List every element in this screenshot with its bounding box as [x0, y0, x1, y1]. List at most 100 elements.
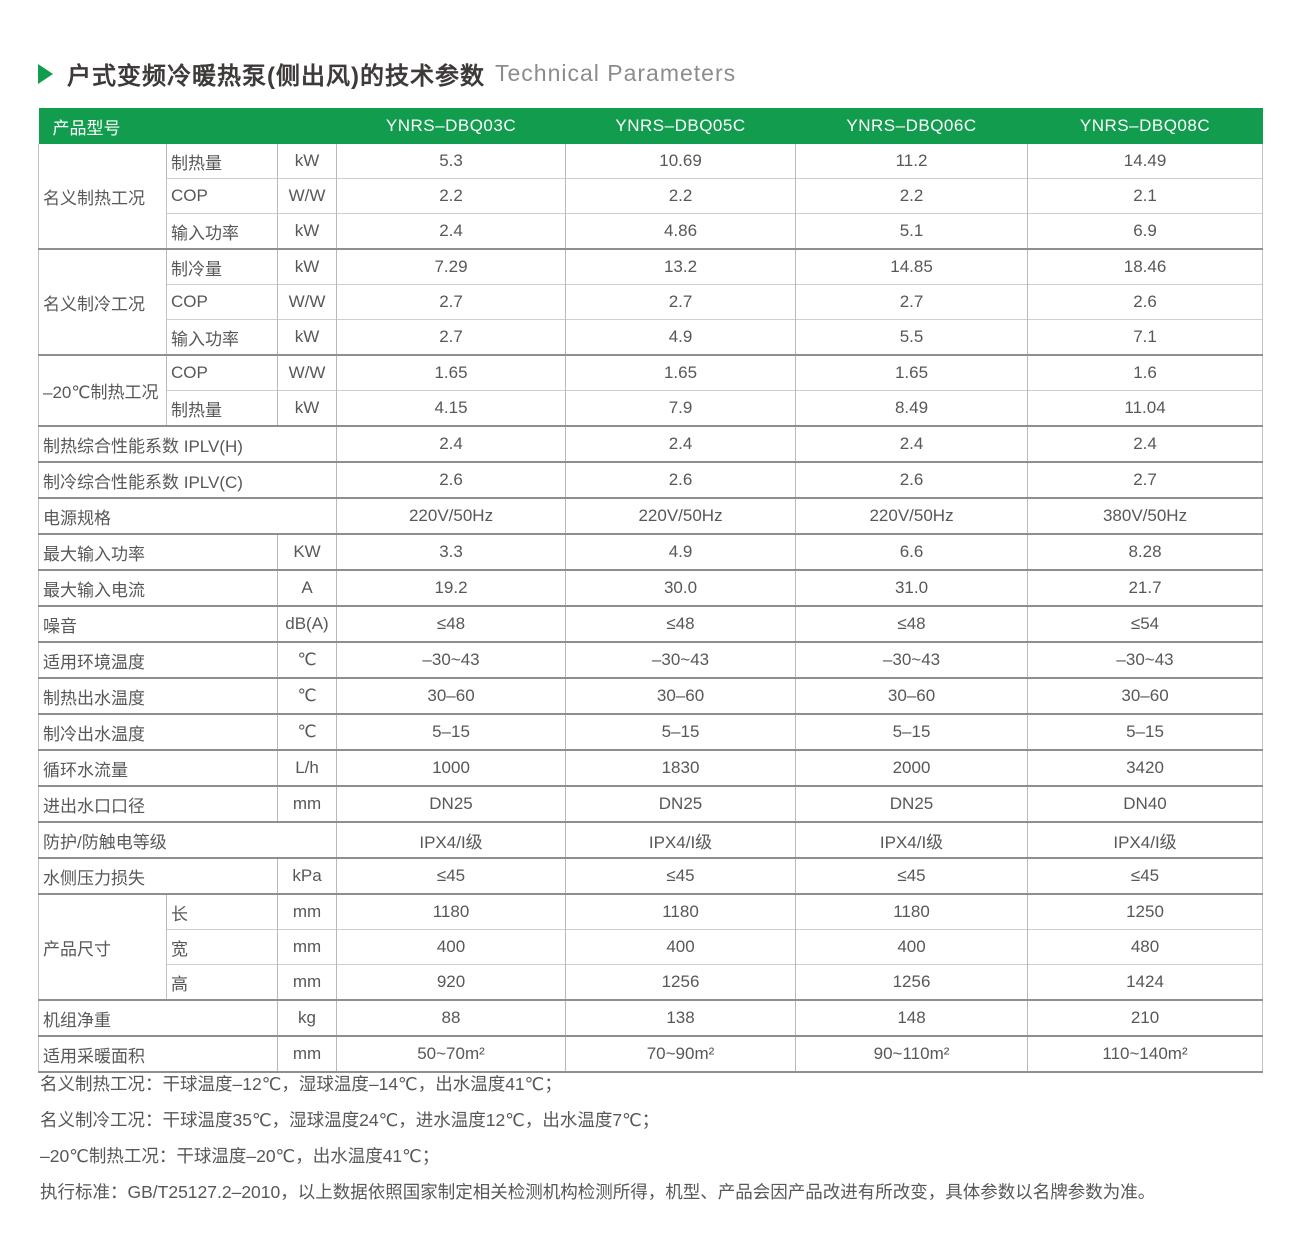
cell-value: –30~43 [795, 641, 1028, 678]
footnotes: 名义制热工况：干球温度–12℃，湿球温度–14℃，出水温度41℃； 名义制冷工况… [40, 1066, 1270, 1210]
cell-value: 210 [1027, 999, 1264, 1036]
cell-value: 5.5 [795, 319, 1028, 355]
cell-value: –30~43 [336, 641, 566, 678]
row-label: 制冷综合性能系数 IPLV(C) [37, 461, 337, 498]
cell-value: DN25 [565, 785, 796, 822]
cell-value: ≤54 [1027, 605, 1264, 642]
row-label: 适用环境温度 [38, 641, 278, 678]
cell-value: 70~90m² [565, 1035, 796, 1073]
cell-value: DN25 [336, 785, 566, 822]
row-label: COP [166, 178, 278, 214]
cell-value: ≤48 [336, 605, 566, 642]
cell-value: 30–60 [336, 677, 566, 714]
row-label: 水侧压力损失 [38, 857, 278, 894]
table-row: 进出水口口径 mm DN25 DN25 DN25 DN40 [38, 785, 1264, 822]
cell-value: 1.6 [1027, 354, 1264, 391]
row-unit: W/W [276, 284, 337, 320]
footnote-line: 执行标准：GB/T25127.2–2010，以上数据依照国家制定相关检测机构检测… [40, 1182, 1156, 1202]
row-unit: kPa [276, 857, 337, 894]
table-row: 制冷出水温度 ℃ 5–15 5–15 5–15 5–15 [38, 713, 1264, 750]
cell-value: 4.9 [565, 533, 796, 570]
row-label: 制热出水温度 [38, 677, 278, 714]
row-label: 适用采暖面积 [38, 1035, 278, 1073]
row-unit: kW [276, 319, 337, 355]
page-title-chinese: 户式变频冷暖热泵(侧出风)的技术参数 [67, 63, 485, 90]
cell-value: 14.49 [1027, 144, 1264, 179]
cell-value: 2.7 [1027, 461, 1264, 498]
cell-value: ≤45 [1027, 857, 1264, 894]
row-label: 机组净重 [38, 999, 278, 1036]
row-label: 制冷量 [166, 248, 278, 285]
table-row: 制热出水温度 ℃ 30–60 30–60 30–60 30–60 [38, 677, 1264, 714]
cell-value: –30~43 [1027, 641, 1264, 678]
row-label: COP [166, 354, 278, 391]
row-unit: mm [276, 929, 337, 965]
table-header: 产品型号 YNRS–DBQ03C YNRS–DBQ05C YNRS–DBQ06C… [38, 108, 1263, 144]
cell-value: 21.7 [1027, 569, 1264, 606]
cell-value: 1.65 [336, 354, 566, 391]
cell-value: 220V/50Hz [565, 497, 796, 534]
row-unit: kW [276, 248, 337, 285]
cell-value: 2.7 [336, 284, 566, 320]
cell-value: ≤45 [336, 857, 566, 894]
row-unit: ℃ [276, 713, 337, 750]
row-unit: KW [276, 533, 337, 570]
table-row: 机组净重 kg 88 138 148 210 [38, 999, 1264, 1036]
table-row: COP W/W 2.7 2.7 2.7 2.6 [39, 284, 1264, 320]
cell-value: 2.4 [336, 213, 566, 249]
cell-value: 7.29 [336, 248, 566, 285]
model-column-header: YNRS–DBQ05C [565, 108, 796, 144]
cell-value: 11.2 [795, 144, 1028, 179]
cell-value: IPX4/I级 [1027, 821, 1264, 858]
cell-value: 2.7 [336, 319, 566, 355]
cell-value: 3.3 [336, 533, 566, 570]
row-label: 循环水流量 [38, 749, 278, 786]
row-label: 制热综合性能系数 IPLV(H) [37, 425, 337, 462]
cell-value: –30~43 [565, 641, 796, 678]
cell-value: 4.86 [565, 213, 796, 249]
row-unit: L/h [276, 749, 337, 786]
row-label: 输入功率 [166, 319, 278, 355]
cell-value: DN25 [795, 785, 1028, 822]
row-unit: W/W [276, 178, 337, 214]
cell-value: 31.0 [795, 569, 1028, 606]
cell-value: 480 [1027, 929, 1264, 965]
table-row: 电源规格 220V/50Hz 220V/50Hz 220V/50Hz 380V/50Hz [37, 497, 1264, 534]
cell-value: IPX4/I级 [565, 821, 796, 858]
table-row: 宽 mm 400 400 400 480 [39, 929, 1264, 965]
cell-value: 5–15 [1027, 713, 1264, 750]
table-row: 循环水流量 L/h 1000 1830 2000 3420 [38, 749, 1264, 786]
cell-value: 30.0 [565, 569, 796, 606]
cell-value: 50~70m² [336, 1035, 566, 1073]
cell-value: 5–15 [336, 713, 566, 750]
model-column-header: YNRS–DBQ06C [795, 108, 1028, 144]
cell-value: 18.46 [1027, 248, 1264, 285]
table-row: 噪音 dB(A) ≤48 ≤48 ≤48 ≤54 [38, 605, 1264, 642]
cell-value: 8.28 [1027, 533, 1264, 570]
row-unit: ℃ [276, 677, 337, 714]
table-row: 名义制热工况 制热量 kW 5.3 10.69 11.2 14.49 [38, 144, 1264, 249]
product-model-header-label: 产品型号 [38, 108, 337, 144]
cell-value: 5–15 [795, 713, 1028, 750]
row-unit: mm [276, 785, 337, 822]
cell-value: 4.9 [565, 319, 796, 355]
footnote-line: –20℃制热工况：干球温度–20℃，出水温度41℃； [40, 1146, 440, 1166]
row-label: 最大输入功率 [38, 533, 278, 570]
cell-value: 220V/50Hz [336, 497, 566, 534]
row-unit: W/W [276, 354, 337, 391]
cell-value: 1256 [795, 964, 1028, 1000]
cell-value: DN40 [1027, 785, 1264, 822]
cell-value: 2.1 [1027, 178, 1264, 214]
table-row: 防护/防触电等级 IPX4/I级 IPX4/I级 IPX4/I级 IPX4/I级 [37, 821, 1264, 858]
row-label: 噪音 [38, 605, 278, 642]
row-label: 制热量 [166, 144, 278, 179]
page-title-english: Technical Parameters [494, 60, 737, 86]
row-label: 最大输入电流 [38, 569, 278, 606]
row-label: COP [166, 284, 278, 320]
cell-value: 6.6 [795, 533, 1028, 570]
cell-value: 2.6 [1027, 284, 1264, 320]
cell-value: 920 [336, 964, 566, 1000]
cell-value: 1830 [565, 749, 796, 786]
cell-value: 7.1 [1027, 319, 1264, 355]
cell-value: 10.69 [565, 144, 796, 179]
